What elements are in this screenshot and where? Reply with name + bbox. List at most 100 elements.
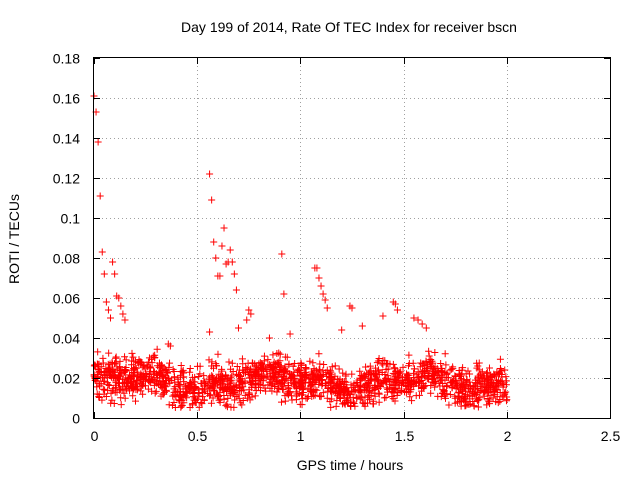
data-point xyxy=(230,270,238,278)
data-point xyxy=(287,392,295,400)
data-point xyxy=(307,374,315,382)
data-point xyxy=(311,373,319,381)
data-point xyxy=(119,375,127,383)
x-axis-label: GPS time / hours xyxy=(297,457,404,473)
data-point xyxy=(347,388,355,396)
data-point xyxy=(476,370,484,378)
data-point xyxy=(332,381,340,389)
data-point xyxy=(350,400,358,408)
data-point xyxy=(150,381,158,389)
data-point xyxy=(271,381,279,389)
data-point xyxy=(234,324,242,332)
data-point xyxy=(408,397,416,405)
data-point xyxy=(210,238,218,246)
data-point xyxy=(288,396,296,404)
data-point xyxy=(225,358,233,366)
data-point xyxy=(98,248,106,256)
data-point xyxy=(112,353,120,361)
data-point xyxy=(109,258,117,266)
data-point xyxy=(157,368,165,376)
y-tick-label: 0 xyxy=(72,411,80,427)
data-point xyxy=(194,395,202,403)
data-point xyxy=(379,361,387,369)
chart-title: Day 199 of 2014, Rate Of TEC Index for r… xyxy=(181,19,517,35)
data-point xyxy=(246,390,254,398)
data-point xyxy=(375,398,383,406)
data-point xyxy=(442,361,450,369)
data-point xyxy=(422,364,430,372)
data-point xyxy=(95,390,103,398)
data-point xyxy=(234,391,242,399)
data-point xyxy=(172,392,180,400)
data-point xyxy=(374,357,382,365)
data-point xyxy=(239,360,247,368)
data-point xyxy=(256,386,264,394)
data-point xyxy=(356,395,364,403)
data-point xyxy=(403,372,411,380)
data-point xyxy=(227,403,235,411)
data-point xyxy=(270,373,278,381)
data-point xyxy=(265,334,273,342)
data-point xyxy=(195,403,203,411)
data-point xyxy=(170,367,178,375)
data-point xyxy=(214,374,222,382)
data-point xyxy=(378,380,386,388)
data-point xyxy=(321,381,329,389)
data-point xyxy=(275,385,283,393)
data-point xyxy=(141,373,149,381)
data-point xyxy=(122,366,130,374)
data-point xyxy=(394,388,402,396)
y-tick-label: 0.06 xyxy=(53,291,80,307)
data-point xyxy=(459,364,467,372)
data-point xyxy=(485,398,493,406)
data-point xyxy=(423,375,431,383)
data-point xyxy=(317,282,325,290)
data-point xyxy=(388,387,396,395)
data-point xyxy=(297,361,305,369)
data-point xyxy=(259,361,267,369)
data-point xyxy=(171,378,179,386)
data-point xyxy=(466,400,474,408)
data-point xyxy=(482,381,490,389)
data-point xyxy=(226,391,234,399)
data-point xyxy=(275,349,283,357)
data-point xyxy=(251,383,259,391)
data-point xyxy=(277,398,285,406)
data-point xyxy=(165,401,173,409)
data-point xyxy=(422,357,430,365)
data-point xyxy=(111,384,119,392)
data-point xyxy=(496,389,504,397)
data-point xyxy=(117,385,125,393)
data-point xyxy=(163,368,171,376)
data-point xyxy=(162,367,170,375)
data-point xyxy=(306,378,314,386)
data-point xyxy=(498,393,506,401)
x-tick-labels: 0 0.5 1 1.5 2 2.5 xyxy=(91,428,621,444)
data-point xyxy=(281,365,289,373)
data-point xyxy=(444,374,452,382)
data-point xyxy=(199,393,207,401)
data-point xyxy=(170,388,178,396)
data-point xyxy=(333,397,341,405)
data-point xyxy=(427,389,435,397)
data-point xyxy=(227,374,235,382)
data-point xyxy=(383,377,391,385)
data-point xyxy=(223,403,231,411)
data-point xyxy=(111,354,119,362)
data-point xyxy=(316,367,324,375)
data-point xyxy=(498,373,506,381)
data-point xyxy=(392,385,400,393)
data-point xyxy=(375,390,383,398)
data-point xyxy=(161,382,169,390)
data-point xyxy=(391,364,399,372)
data-point xyxy=(276,357,284,365)
data-point xyxy=(218,367,226,375)
data-point xyxy=(102,364,110,372)
data-point xyxy=(115,294,123,302)
data-point xyxy=(291,374,299,382)
y-tick-label: 0.16 xyxy=(53,91,80,107)
data-point xyxy=(472,391,480,399)
data-point xyxy=(338,326,346,334)
data-point xyxy=(273,388,281,396)
